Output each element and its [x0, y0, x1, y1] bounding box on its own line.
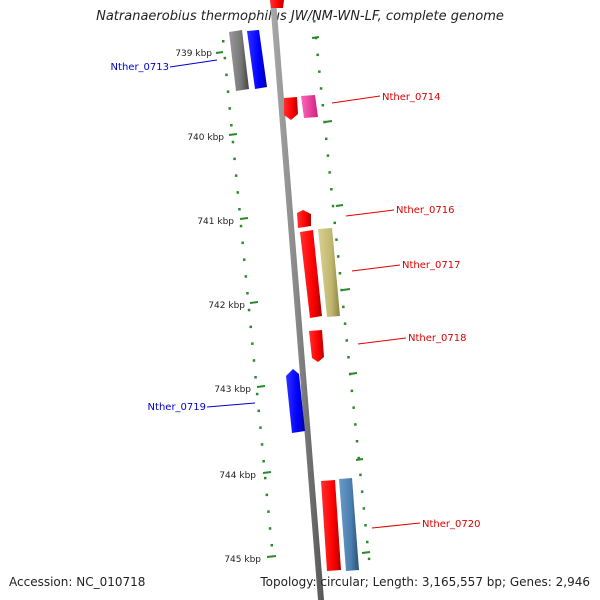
gene-label-nther-0718[interactable]: Nther_0718	[408, 333, 466, 344]
tick-dot	[268, 527, 272, 530]
gene-nther-0718[interactable]	[309, 330, 324, 362]
tick-dot	[328, 171, 331, 174]
gene-label-nther-0713[interactable]: Nther_0713	[111, 62, 169, 73]
kbp-label: 742 kbp	[208, 301, 245, 311]
tick-dot	[265, 493, 269, 497]
tick-dot	[331, 204, 335, 208]
tick-dot	[354, 423, 357, 426]
tick-dot	[230, 124, 233, 127]
tick-dot	[313, 20, 316, 23]
tick-dot	[359, 473, 362, 477]
tick-dot	[337, 255, 340, 258]
gene-nther-0714[interactable]	[301, 95, 318, 118]
tick-dot	[319, 87, 323, 90]
tick-dot	[225, 73, 228, 77]
tick-dot	[338, 272, 342, 275]
tick-dot	[362, 507, 366, 510]
tick-dot	[254, 376, 257, 379]
kbp-scale: 739 kbp 740 kbp 741 kbp 742 kbp 743 kbp …	[175, 49, 277, 565]
kbp-label: 740 kbp	[187, 133, 224, 143]
gene-nther-0714-red[interactable]	[284, 97, 298, 120]
tick-dot	[234, 174, 238, 177]
genes	[229, 0, 359, 571]
kbp-label: 745 kbp	[224, 555, 261, 565]
gene-labels: Nther_0713 Nther_0714 Nther_0716 Nther_0…	[111, 59, 480, 530]
tick-dot	[364, 524, 367, 527]
tick-dot	[249, 325, 252, 329]
tick-dot	[238, 208, 241, 211]
gene-nther-0713-grey[interactable]	[229, 30, 249, 91]
tick-dot	[323, 120, 326, 124]
tick-dot	[244, 275, 248, 278]
accession-text: Accession: NC_010718	[9, 575, 146, 589]
gene-nther-0717[interactable]	[318, 228, 340, 317]
tick-dot	[257, 409, 260, 413]
tick-dot	[318, 70, 321, 73]
tick-dot	[243, 258, 246, 261]
topology-text: Topology: circular; Length: 3,165,557 bp…	[260, 575, 590, 589]
tick-dot	[259, 426, 262, 429]
tick-dot	[223, 56, 227, 60]
tick-dot	[367, 557, 371, 561]
tick-dot	[247, 308, 251, 312]
gene-label-nther-0717[interactable]: Nther_0717	[402, 260, 460, 271]
tick-dot	[366, 540, 369, 544]
tick-dot	[340, 288, 343, 292]
gene-nther-0720-red[interactable]	[321, 480, 341, 571]
gene-nther-0716[interactable]	[297, 210, 311, 228]
map-title: Natranaerobius thermophilus JW/NM-WN-LF,…	[96, 9, 504, 24]
tick-dot	[345, 339, 348, 342]
tick-dot	[262, 460, 265, 463]
kbp-label: 744 kbp	[219, 471, 256, 481]
tick-dot	[264, 476, 267, 480]
tick-dot	[360, 490, 364, 493]
gene-nther-0720[interactable]	[339, 478, 359, 571]
tick-dot	[252, 359, 256, 362]
tick-dot	[316, 53, 319, 57]
tick-dot	[330, 188, 333, 191]
tick-dot	[342, 305, 345, 309]
tick-dot	[355, 440, 359, 443]
tick-dot	[321, 104, 325, 107]
tick-dot	[260, 443, 264, 446]
tick-dot	[241, 241, 244, 245]
gene-nther-0717-red[interactable]	[300, 230, 322, 318]
tick-dot	[333, 221, 336, 225]
kbp-label: 741 kbp	[197, 217, 234, 227]
tick-dot	[231, 140, 235, 144]
tick-dot	[347, 356, 350, 359]
tick-dot	[236, 191, 239, 194]
gene-label-nther-0719[interactable]: Nther_0719	[148, 402, 206, 413]
tick-dot	[239, 224, 243, 228]
gene-nther-0719[interactable]	[286, 369, 305, 433]
tick-dot	[343, 322, 347, 325]
gene-label-nther-0716[interactable]: Nther_0716	[396, 205, 454, 216]
tick-dot	[251, 342, 254, 345]
genome-backbone	[270, 0, 324, 600]
gene-label-nther-0714[interactable]: Nther_0714	[382, 92, 440, 103]
tick-dot	[350, 389, 354, 393]
kbp-label: 739 kbp	[175, 49, 212, 59]
tick-dot	[228, 107, 231, 110]
gene-red-top[interactable]	[270, 0, 284, 8]
tick-dot	[352, 406, 355, 409]
tick-dot	[255, 392, 259, 396]
tick-dot	[222, 40, 225, 43]
gene-nther-0713[interactable]	[247, 30, 267, 89]
kbp-label: 743 kbp	[214, 385, 251, 395]
tick-dot	[270, 544, 273, 547]
tick-dot	[325, 137, 328, 141]
tick-dot	[267, 510, 270, 513]
tick-dot	[326, 154, 330, 157]
tick-dot	[246, 292, 249, 295]
right-ticks	[311, 36, 371, 554]
tick-dot	[226, 90, 230, 93]
left-tick-track	[222, 40, 273, 547]
gene-label-nther-0720[interactable]: Nther_0720	[422, 519, 480, 530]
tick-dot	[335, 238, 338, 241]
tick-dot	[357, 456, 360, 460]
tick-dot	[233, 157, 236, 161]
